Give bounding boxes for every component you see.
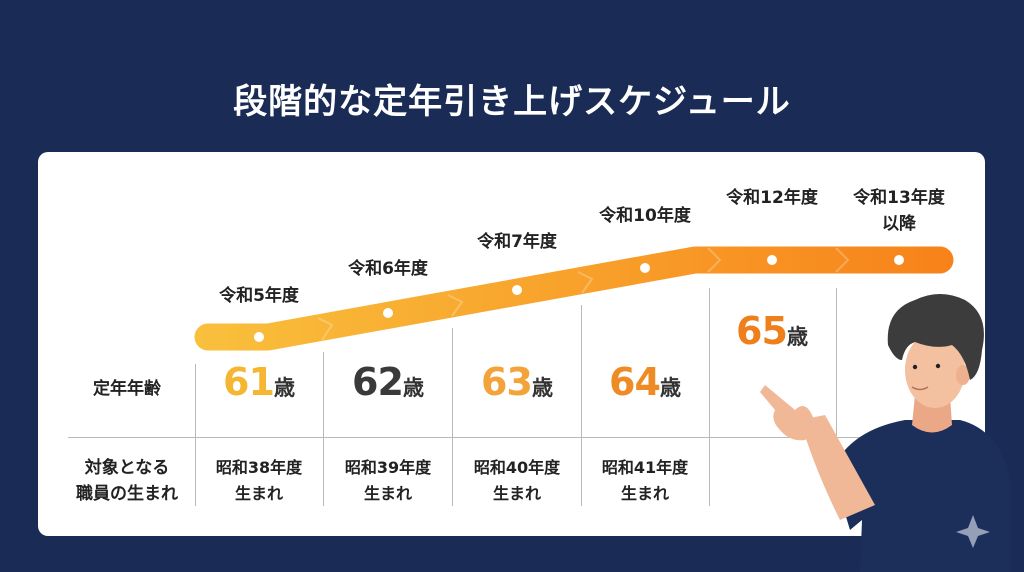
page-title: 段階的な定年引き上げスケジュール	[233, 82, 791, 122]
retirement-age-64: 64歳	[609, 360, 681, 404]
grid-divider	[581, 305, 582, 506]
year-label-line2: 以降	[881, 214, 916, 234]
grid-divider	[709, 288, 710, 506]
grid-divider	[195, 364, 196, 506]
year-label: 令和7年度	[477, 232, 557, 252]
retirement-age-61: 61歳	[223, 360, 295, 404]
ribbon-path	[194, 246, 954, 351]
retirement-age-63: 63歳	[481, 360, 553, 404]
timeline-dot	[767, 255, 777, 265]
year-label-line1: 令和13年度	[853, 188, 945, 208]
ribbon-chevron	[835, 247, 850, 273]
grid-divider	[323, 352, 324, 506]
grid-divider	[836, 288, 837, 436]
year-label: 令和10年度	[599, 206, 691, 226]
sparkle-icon	[956, 515, 990, 548]
person-mouth	[911, 386, 929, 391]
grid-row-divider	[68, 437, 968, 438]
birth-cell: 昭和41年度 生まれ	[601, 458, 689, 503]
ribbon-chevron	[707, 247, 722, 273]
year-label: 令和6年度	[348, 259, 428, 279]
timeline-dot	[640, 263, 650, 273]
person-hand	[760, 385, 815, 441]
retirement-age-62: 62歳	[352, 360, 424, 404]
ribbon-chevron	[577, 271, 594, 294]
birth-cell: 昭和40年度 生まれ	[473, 458, 561, 503]
person-eye	[912, 364, 918, 370]
birth-cell: 昭和38年度 生まれ	[215, 458, 303, 503]
timeline-dot	[383, 308, 393, 318]
year-label: 令和13年度 以降	[853, 185, 945, 237]
ribbon-chevron	[317, 317, 334, 341]
row-label-target: 対象となる 職員の生まれ	[76, 455, 178, 507]
row-label-target-line1: 対象となる	[84, 458, 170, 478]
person-arm	[800, 415, 875, 520]
timeline-dot	[894, 255, 904, 265]
ribbon-chevron	[447, 294, 464, 317]
grid-divider	[452, 328, 453, 506]
timeline-dot	[254, 332, 264, 342]
retirement-age-65: 65歳	[736, 309, 808, 353]
row-label-target-line2: 職員の生まれ	[76, 484, 178, 504]
year-label: 令和12年度	[726, 188, 818, 208]
birth-cell: 昭和39年度 生まれ	[344, 458, 432, 503]
year-label: 令和5年度	[219, 286, 299, 306]
person-hair	[887, 294, 984, 380]
row-label-retirement-age: 定年年齢	[93, 379, 161, 399]
person-ear	[956, 365, 970, 385]
person-eye	[935, 363, 941, 369]
timeline-dot	[512, 285, 522, 295]
